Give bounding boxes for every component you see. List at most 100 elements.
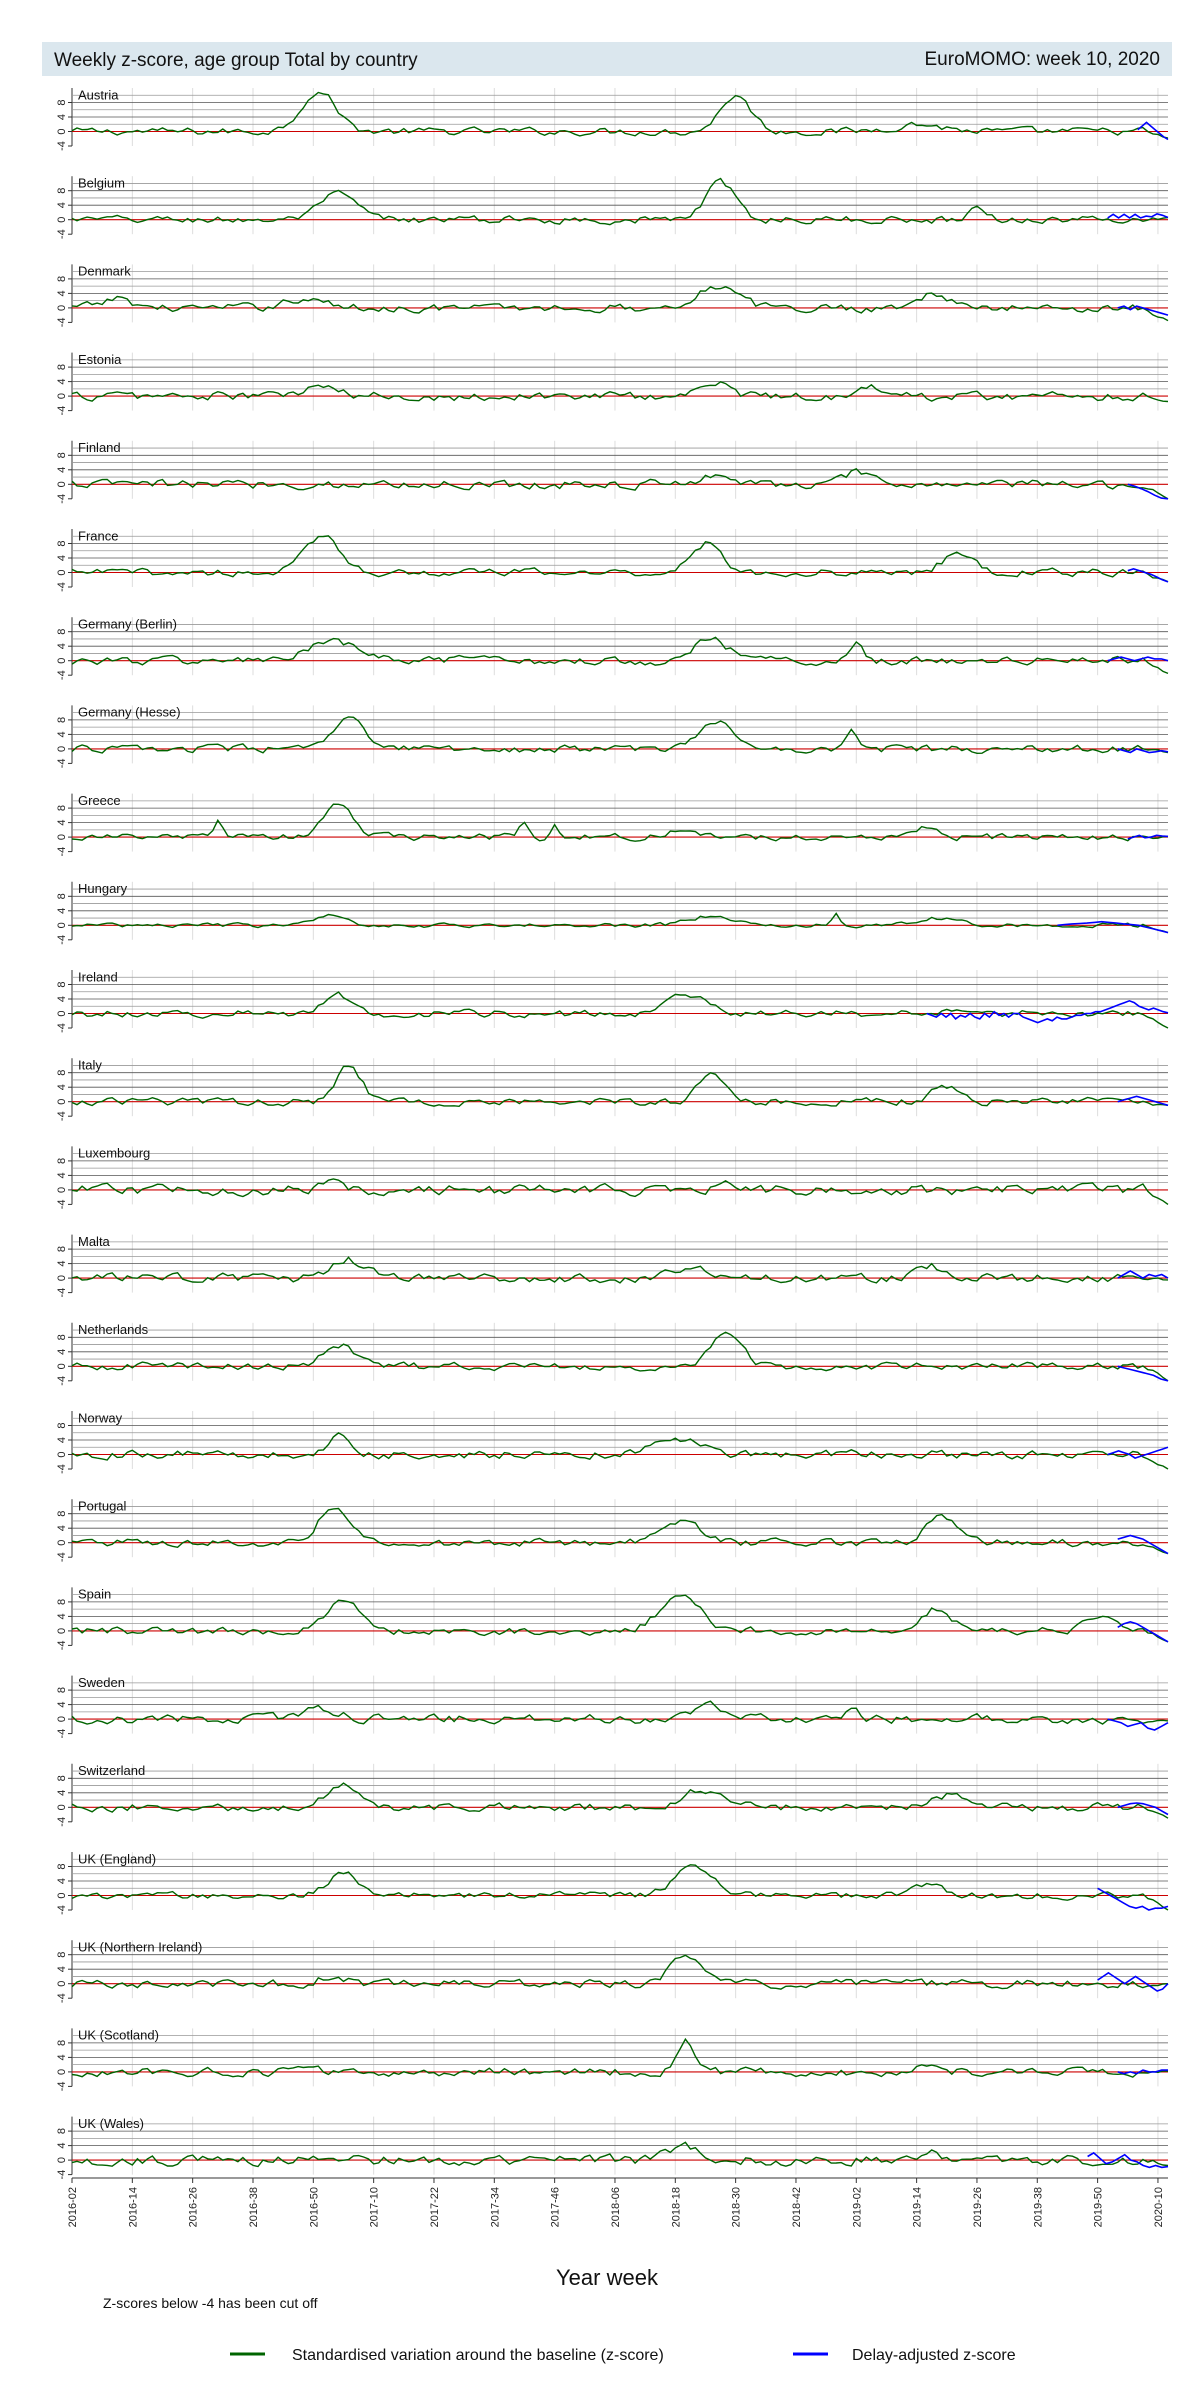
x-tick-label: 2018-06 [610, 2187, 622, 2227]
y-tick-label: 0 [56, 1099, 68, 1105]
y-tick-label: 0 [56, 569, 68, 575]
y-tick-label: 4 [56, 1790, 68, 1796]
x-axis-label: Year week [556, 2265, 659, 2290]
y-tick-label: -4 [56, 406, 68, 416]
zscore-line [71, 1178, 1169, 1205]
panel-greece: Greece 8 4 0 -4 [56, 793, 1169, 856]
panel-luxembourg: Luxembourg 8 4 0 -4 [56, 1146, 1169, 1210]
country-label: Austria [78, 87, 119, 102]
y-tick-label: 8 [56, 540, 68, 546]
y-tick-label: -4 [56, 1023, 68, 1033]
panel-sweden: Sweden 8 4 0 -4 [56, 1675, 1169, 1739]
country-label: Ireland [78, 969, 118, 984]
delay-adjusted-line [1137, 121, 1169, 141]
zscore-line [71, 1331, 1169, 1382]
country-label: Belgium [78, 175, 125, 190]
x-tick-label: 2020-10 [1153, 2187, 1165, 2227]
delay-adjusted-line [1097, 1971, 1169, 1992]
y-tick-label: 0 [56, 1187, 68, 1193]
panel-estonia: Estonia 8 4 0 -4 [56, 352, 1169, 416]
y-tick-label: 0 [56, 1981, 68, 1987]
y-tick-label: -4 [56, 1200, 68, 1210]
y-tick-label: 4 [56, 908, 68, 914]
y-tick-label: -4 [56, 759, 68, 769]
y-tick-label: 8 [56, 1687, 68, 1693]
y-tick-label: 8 [56, 1246, 68, 1252]
y-tick-label: -4 [56, 1729, 68, 1739]
country-label: Netherlands [78, 1322, 149, 1337]
chart-title: Weekly z-score, age group Total by count… [54, 50, 418, 71]
country-label: Italy [78, 1057, 102, 1072]
panel-austria: Austria 8 4 0 -4 [56, 87, 1169, 151]
delay-adjusted-line [1117, 1269, 1169, 1280]
delay-adjusted-line [1107, 1718, 1169, 1731]
country-label: UK (Northern Ireland) [78, 1939, 202, 1954]
y-tick-label: 0 [56, 746, 68, 752]
zscore-line [71, 1782, 1169, 1819]
delay-adjusted-line [1117, 1802, 1169, 1816]
panel-ireland: Ireland 8 4 0 -4 [56, 969, 1169, 1033]
y-tick-label: -4 [56, 1288, 68, 1298]
y-tick-label: 0 [56, 2157, 68, 2163]
y-tick-label: 4 [56, 1261, 68, 1267]
x-tick-label: 2017-22 [429, 2187, 441, 2227]
country-label: Portugal [78, 1498, 127, 1513]
panel-portugal: Portugal 8 4 0 -4 [56, 1498, 1169, 1562]
x-tick-label: 2018-42 [791, 2187, 803, 2227]
y-tick-label: 8 [56, 1511, 68, 1517]
y-tick-label: 4 [56, 643, 68, 649]
country-label: Germany (Berlin) [78, 616, 177, 631]
y-tick-label: 8 [56, 1952, 68, 1958]
y-tick-label: 0 [56, 1628, 68, 1634]
legend: Standardised variation around the baseli… [230, 2347, 1016, 2364]
y-tick-label: 8 [56, 1863, 68, 1869]
delay-adjusted-line [1117, 748, 1169, 754]
panel-italy: Italy 8 4 0 -4 [56, 1057, 1169, 1121]
delay-adjusted-line [1127, 568, 1169, 583]
zscore-line [71, 1432, 1169, 1470]
title-bar [42, 42, 1172, 76]
y-tick-label: 4 [56, 2143, 68, 2149]
zscore-line [71, 991, 1169, 1029]
y-tick-label: 0 [56, 1275, 68, 1281]
panel-uk-northern-ireland: UK (Northern Ireland) 8 4 0 -4 [56, 1939, 1169, 2003]
y-tick-label: 4 [56, 731, 68, 737]
panel-spain: Spain 8 4 0 -4 [56, 1587, 1169, 1650]
y-tick-label: -4 [56, 2082, 68, 2092]
y-tick-label: 8 [56, 1158, 68, 1164]
y-tick-label: 4 [56, 1349, 68, 1355]
x-tick-label: 2016-02 [67, 2187, 79, 2227]
zscore-line [71, 1065, 1169, 1108]
delay-adjusted-line [1127, 834, 1169, 840]
delay-adjusted-line [1057, 920, 1169, 934]
x-tick-label: 2016-38 [248, 2187, 260, 2227]
panel-hungary: Hungary 8 4 0 -4 [56, 881, 1169, 945]
y-tick-label: 0 [56, 1010, 68, 1016]
panel-uk-england: UK (England) 8 4 0 -4 [56, 1851, 1169, 1915]
x-tick-label: 2017-46 [550, 2187, 562, 2227]
y-tick-label: 0 [56, 128, 68, 134]
y-tick-label: 8 [56, 1334, 68, 1340]
zscore-line [71, 1954, 1169, 1990]
y-tick-label: 8 [56, 629, 68, 635]
y-tick-label: 4 [56, 290, 68, 296]
x-tick-label: 2019-50 [1093, 2187, 1105, 2227]
delay-adjusted-line [1117, 2069, 1168, 2075]
y-tick-label: 0 [56, 217, 68, 223]
y-tick-label: 4 [56, 1084, 68, 1090]
zscore-line [71, 1700, 1169, 1725]
country-label: Luxembourg [78, 1146, 150, 1161]
y-tick-label: 8 [56, 1599, 68, 1605]
y-tick-label: -4 [56, 935, 68, 945]
panel-germany-hesse: Germany (Hesse) 8 4 0 -4 [56, 705, 1169, 769]
zscore-line [71, 177, 1169, 226]
delay-adjusted-line [1097, 1887, 1169, 1911]
y-tick-label: 4 [56, 555, 68, 561]
y-tick-label: 0 [56, 393, 68, 399]
y-tick-label: 8 [56, 2128, 68, 2134]
y-tick-label: 8 [56, 981, 68, 987]
panel-france: France 8 4 0 -4 [56, 528, 1169, 592]
zscore-line [71, 467, 1169, 500]
y-tick-label: -4 [56, 141, 68, 151]
